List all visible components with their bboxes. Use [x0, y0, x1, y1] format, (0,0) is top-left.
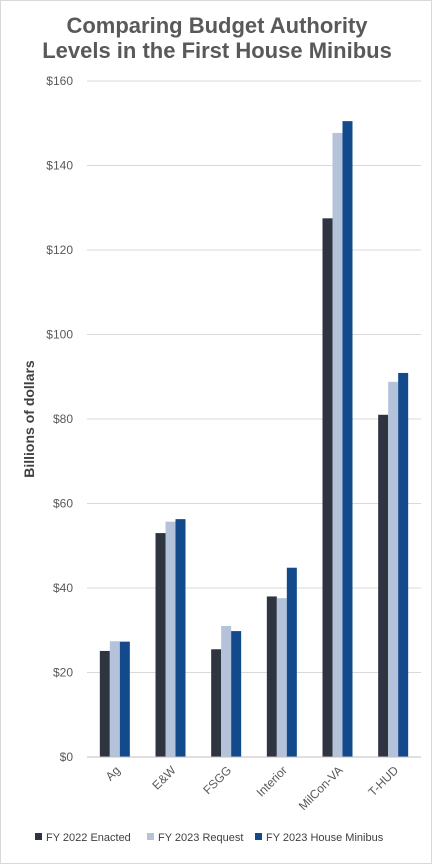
x-tick-label: FSGG [200, 763, 234, 797]
bar-fy2023-request [221, 626, 232, 757]
bar-fy2023-request [276, 598, 287, 757]
y-axis-ticks: $0 $20 $40 $60 $80 $100 $120 $140 $160 [46, 74, 73, 764]
chart-title-line-2: Levels in the First House Minibus [42, 38, 392, 63]
y-tick-label: $0 [60, 750, 74, 764]
bar-fy2023-request [388, 381, 399, 757]
bar-fy2023-house-minibus [398, 372, 409, 757]
bar-fy2022-enacted [322, 218, 333, 757]
legend-label: FY 2023 Request [158, 832, 243, 844]
x-axis-labels: Ag E&W FSGG Interior MilCon-VA T-HUD [103, 763, 402, 813]
bar-fy2022-enacted [266, 596, 277, 757]
legend-label: FY 2023 House Minibus [266, 832, 384, 844]
bar-fy2022-enacted [155, 533, 166, 757]
bar-fy2023-house-minibus [175, 519, 186, 757]
bars [99, 121, 409, 757]
legend-swatch [35, 833, 42, 840]
bar-fy2022-enacted [378, 414, 389, 757]
bar-fy2023-house-minibus [342, 121, 353, 757]
legend-swatch [147, 833, 154, 840]
y-tick-label: $40 [53, 581, 73, 595]
y-tick-label: $20 [53, 666, 73, 680]
bar-fy2023-house-minibus [119, 641, 130, 757]
y-tick-label: $140 [46, 159, 73, 173]
y-tick-label: $160 [46, 74, 73, 88]
x-tick-label: E&W [149, 763, 179, 793]
gridlines [87, 80, 421, 673]
bar-fy2023-request [332, 132, 343, 757]
x-tick-label: Ag [103, 763, 123, 783]
legend: FY 2022 Enacted FY 2023 Request FY 2023 Ho… [35, 832, 384, 844]
y-axis-title: Billions of dollars [21, 360, 37, 478]
y-tick-label: $80 [53, 412, 73, 426]
bar-fy2023-house-minibus [231, 631, 242, 757]
y-tick-label: $100 [46, 328, 73, 342]
bar-fy2023-house-minibus [286, 567, 297, 757]
bar-fy2022-enacted [211, 649, 222, 757]
bar-fy2023-request [109, 641, 120, 757]
legend-swatch [255, 833, 262, 840]
x-tick-label: Interior [254, 763, 290, 799]
legend-label: FY 2022 Enacted [46, 832, 131, 844]
y-tick-label: $60 [53, 497, 73, 511]
bar-fy2023-request [165, 521, 176, 757]
chart-title: Comparing Budget Authority Levels in the… [1, 13, 432, 63]
y-tick-label: $120 [46, 243, 73, 257]
x-tick-label: MilCon-VA [296, 763, 346, 813]
bar-fy2022-enacted [99, 650, 110, 757]
chart-title-line-1: Comparing Budget Authority [66, 13, 368, 38]
x-tick-label: T-HUD [365, 763, 401, 799]
